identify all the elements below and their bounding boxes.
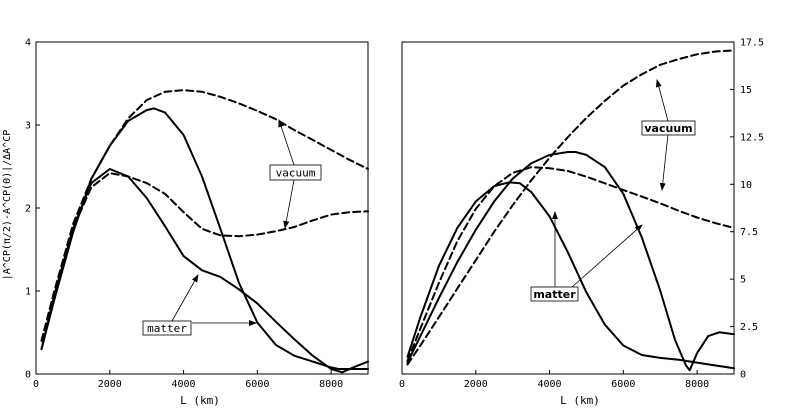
left-panel: 0 2000 4000 6000 8000 0 1 2 3 4 L (km) |A^CP(π/2… xyxy=(2,38,369,407)
left-x-tick-label: 6000 xyxy=(245,379,269,390)
right-y-tick-label: 7.5 xyxy=(740,227,758,238)
left-y-tick-label: 1 xyxy=(25,287,31,298)
left-series-vacuum-upper xyxy=(40,89,369,342)
left-y-axis-label: |A^CP(π/2)-A^CP(0)|/ΔA^CP xyxy=(2,130,13,281)
left-vacuum-arrow-up xyxy=(278,119,295,166)
right-plot-frame xyxy=(401,41,735,375)
right-y-ticks: 0 2.5 5 7.5 10 12.5 15 17.5 xyxy=(730,38,764,381)
right-x-ticks: 0 2000 4000 6000 8000 xyxy=(399,370,709,390)
right-series-matter-upper xyxy=(406,151,735,372)
left-matter-annotation: matter xyxy=(142,274,257,336)
right-panel: 0 2000 4000 6000 8000 0 2.5 5 7.5 10 12.5 15 17.5 L… xyxy=(399,38,764,408)
left-x-tick-label: 8000 xyxy=(319,379,343,390)
right-y-tick-label: 5 xyxy=(740,275,746,286)
left-matter-label: matter xyxy=(147,322,187,335)
left-x-ticks: 0 2000 4000 6000 8000 xyxy=(33,370,343,390)
left-matter-arrow-up xyxy=(171,274,199,322)
right-y-tick-label: 17.5 xyxy=(740,38,764,49)
left-y-tick-label: 3 xyxy=(25,121,31,132)
left-curves xyxy=(40,89,369,374)
right-curves xyxy=(406,49,735,372)
right-y-tick-label: 0 xyxy=(740,370,746,381)
right-x-axis-label: L (km) xyxy=(560,394,600,407)
right-x-tick-label: 6000 xyxy=(611,379,635,390)
left-x-tick-label: 0 xyxy=(33,379,39,390)
right-vacuum-label-box xyxy=(641,120,696,136)
left-y-tick-label: 4 xyxy=(25,38,31,49)
right-vacuum-label: vacuum xyxy=(644,122,692,135)
left-x-tick-label: 2000 xyxy=(98,379,122,390)
left-y-tick-label: 2 xyxy=(25,204,31,215)
right-series-vacuum-upper xyxy=(406,49,735,366)
right-x-tick-label: 8000 xyxy=(685,379,709,390)
left-series-matter-upper xyxy=(40,107,369,370)
right-matter-label-box xyxy=(530,286,579,302)
right-x-tick-label: 0 xyxy=(399,379,405,390)
right-vacuum-arrow-up xyxy=(655,79,669,122)
left-series-vacuum-lower xyxy=(40,172,369,342)
right-vacuum-annotation: vacuum xyxy=(641,79,696,191)
right-y-tick-label: 10 xyxy=(740,180,752,191)
left-x-tick-label: 4000 xyxy=(172,379,196,390)
right-matter-label: matter xyxy=(533,288,576,301)
right-y-tick-label: 15 xyxy=(740,85,752,96)
right-x-tick-label: 4000 xyxy=(538,379,562,390)
right-matter-annotation: matter xyxy=(530,211,643,302)
right-matter-arrow-diag xyxy=(571,224,643,288)
left-matter-label-box xyxy=(142,320,192,336)
left-vacuum-label-box xyxy=(269,164,322,181)
right-y-tick-label: 12.5 xyxy=(740,132,764,143)
left-y-tick-label: 0 xyxy=(25,370,31,381)
left-vacuum-arrow-down xyxy=(283,179,295,229)
left-series-matter-lower xyxy=(40,168,369,374)
left-x-axis-label: L (km) xyxy=(180,394,220,407)
left-y-ticks: 0 1 2 3 4 xyxy=(25,38,40,381)
right-series-matter-lower xyxy=(406,181,735,370)
left-vacuum-annotation: vacuum xyxy=(269,119,322,229)
right-series-vacuum-lower xyxy=(406,166,735,362)
right-x-tick-label: 2000 xyxy=(464,379,488,390)
right-vacuum-arrow-down xyxy=(659,133,669,191)
left-vacuum-label: vacuum xyxy=(276,167,316,180)
right-y-tick-label: 2.5 xyxy=(740,322,758,333)
